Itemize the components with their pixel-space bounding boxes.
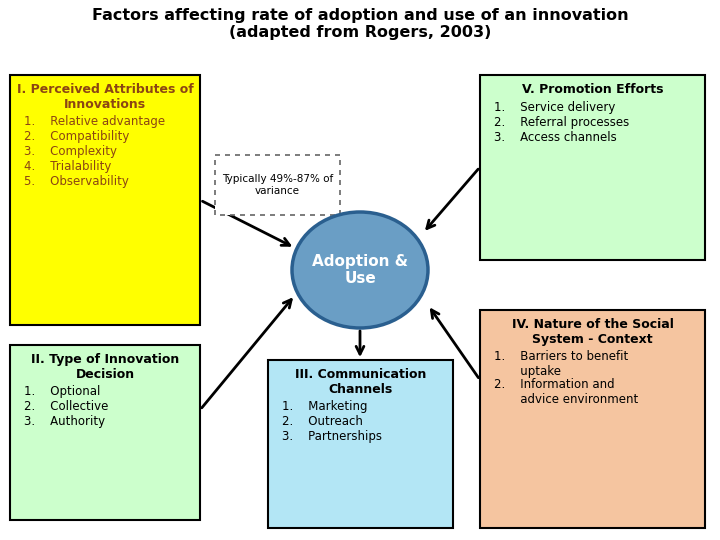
Text: 2.    Referral processes: 2. Referral processes [494, 116, 629, 129]
Bar [480, 310, 705, 528]
Text: 1.    Optional: 1. Optional [24, 385, 100, 398]
Text: II. Type of Innovation
Decision: II. Type of Innovation Decision [31, 353, 179, 381]
Text: 3.    Complexity: 3. Complexity [24, 145, 117, 158]
Bar [10, 75, 200, 325]
Text: I. Perceived Attributes of
Innovations: I. Perceived Attributes of Innovations [17, 83, 194, 111]
Text: III. Communication
Channels: III. Communication Channels [294, 368, 426, 396]
Text: 3.    Authority: 3. Authority [24, 415, 105, 428]
Text: Typically 49%-87% of
variance: Typically 49%-87% of variance [222, 174, 333, 196]
Text: 1.    Marketing: 1. Marketing [282, 400, 367, 413]
Text: IV. Nature of the Social
System - Context: IV. Nature of the Social System - Contex… [512, 318, 673, 346]
Bar [480, 75, 705, 260]
Text: V. Promotion Efforts: V. Promotion Efforts [522, 83, 663, 96]
Text: 2.    Compatibility: 2. Compatibility [24, 130, 130, 143]
Ellipse shape [292, 212, 428, 328]
Text: 2.    Information and
       advice environment: 2. Information and advice environment [494, 378, 638, 406]
Bar [10, 345, 200, 520]
Text: 2.    Collective: 2. Collective [24, 400, 109, 413]
Text: 5.    Observability: 5. Observability [24, 175, 129, 188]
Bar [268, 360, 453, 528]
Text: 1.    Barriers to benefit
       uptake: 1. Barriers to benefit uptake [494, 350, 629, 378]
Text: 3.    Partnerships: 3. Partnerships [282, 430, 382, 443]
Text: 1.    Service delivery: 1. Service delivery [494, 101, 616, 114]
Text: Adoption &
Use: Adoption & Use [312, 254, 408, 286]
Text: 4.    Trialability: 4. Trialability [24, 160, 112, 173]
Text: 1.    Relative advantage: 1. Relative advantage [24, 115, 165, 128]
Text: 3.    Access channels: 3. Access channels [494, 131, 617, 144]
Text: 2.    Outreach: 2. Outreach [282, 415, 363, 428]
Text: Factors affecting rate of adoption and use of an innovation
(adapted from Rogers: Factors affecting rate of adoption and u… [91, 8, 629, 40]
Bar [215, 155, 340, 215]
